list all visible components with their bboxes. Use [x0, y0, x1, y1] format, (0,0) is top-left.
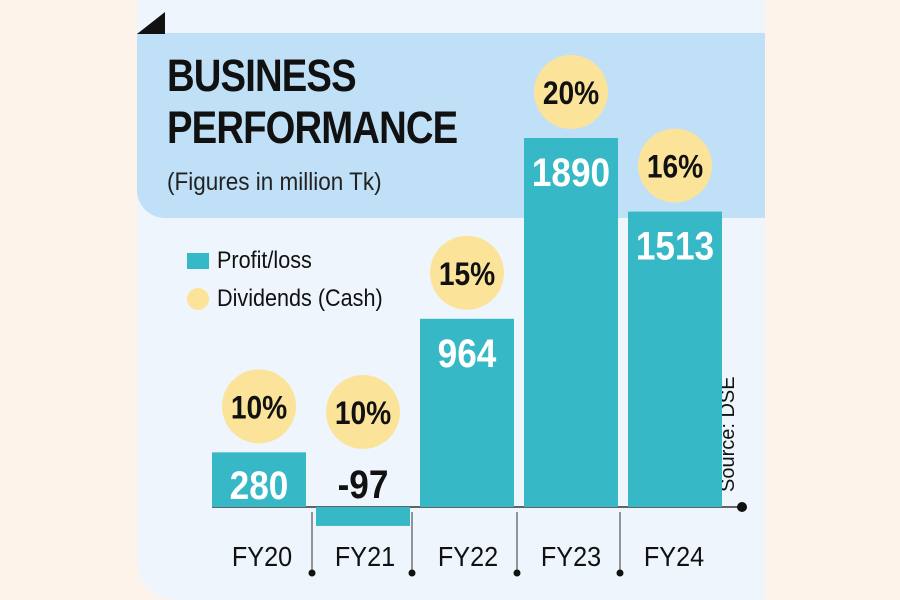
dividend-label: 10%	[231, 391, 287, 426]
bar-fy24	[628, 211, 722, 507]
dividend-circle	[326, 375, 400, 449]
category-label: FY22	[438, 541, 498, 573]
bar-fy22	[420, 318, 514, 507]
bar-value-label: 1890	[532, 150, 610, 195]
profit-swatch-icon	[187, 253, 209, 269]
separator-dot	[513, 569, 521, 577]
legend-label-profit: Profit/loss	[217, 247, 312, 274]
bar-value-label: 964	[438, 331, 497, 376]
chart-subtitle: (Figures in million Tk)	[167, 168, 382, 196]
category-label: FY23	[541, 541, 601, 573]
dividend-label: 20%	[543, 76, 599, 111]
bar-fy20	[212, 452, 306, 507]
bar-fy23	[524, 138, 618, 507]
category-label: FY21	[335, 541, 395, 573]
legend-item-dividend: Dividends (Cash)	[187, 280, 401, 318]
category-label: FY24	[644, 541, 704, 573]
axis-end-dot	[737, 502, 747, 512]
dividend-circle	[534, 55, 608, 129]
dividend-swatch-icon	[187, 288, 209, 310]
category-label: FY20	[232, 541, 292, 573]
separator-dot	[308, 569, 316, 577]
title-line-2: PERFORMANCE	[167, 102, 458, 153]
dividend-circle	[430, 235, 504, 310]
separator-dot	[616, 569, 624, 577]
bar-value-label: 280	[230, 463, 289, 508]
separator-dot	[408, 569, 416, 577]
legend-label-dividend: Dividends (Cash)	[217, 285, 383, 312]
bar-value-label: -97	[338, 462, 389, 507]
dividend-label: 10%	[335, 396, 391, 431]
bar-value-label: 1513	[636, 224, 714, 269]
bar-fy21	[316, 507, 410, 526]
legend-item-profit: Profit/loss	[187, 242, 401, 280]
dividend-circle	[638, 128, 712, 203]
dividend-label: 15%	[439, 257, 495, 292]
chart-title: BUSINESS PERFORMANCE	[167, 50, 458, 154]
dividend-circle	[222, 369, 296, 444]
dividend-label: 16%	[647, 150, 703, 185]
title-line-1: BUSINESS	[167, 50, 357, 101]
legend: Profit/loss Dividends (Cash)	[187, 242, 401, 318]
